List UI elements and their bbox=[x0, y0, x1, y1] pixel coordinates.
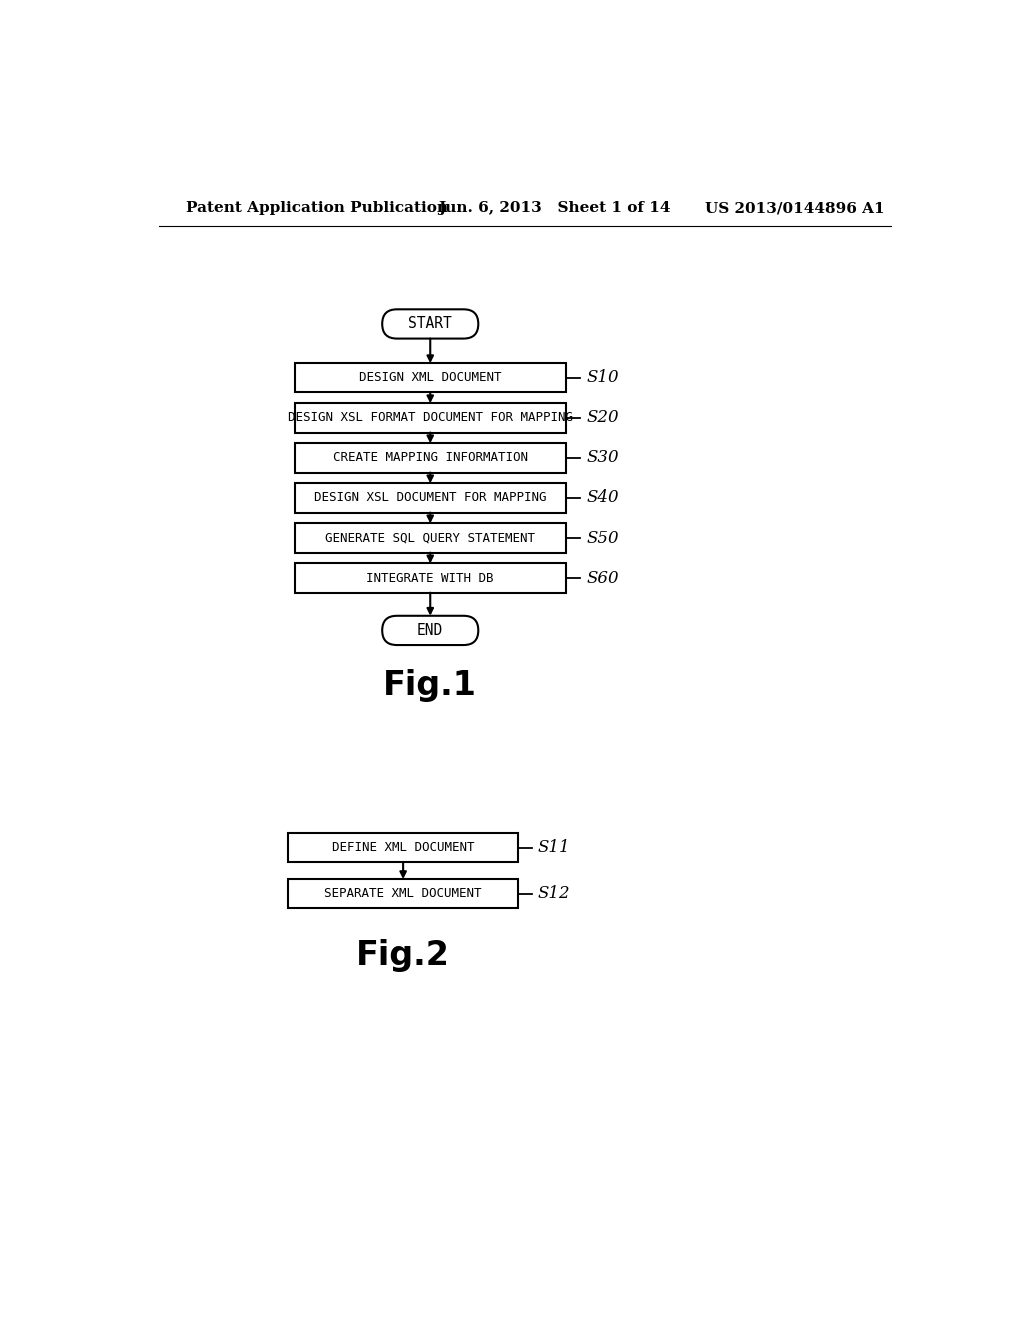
Text: CREATE MAPPING INFORMATION: CREATE MAPPING INFORMATION bbox=[333, 451, 527, 465]
Text: S20: S20 bbox=[586, 409, 618, 426]
FancyBboxPatch shape bbox=[289, 833, 518, 862]
Text: DESIGN XML DOCUMENT: DESIGN XML DOCUMENT bbox=[359, 371, 502, 384]
Text: S60: S60 bbox=[586, 569, 618, 586]
Text: SEPARATE XML DOCUMENT: SEPARATE XML DOCUMENT bbox=[325, 887, 482, 900]
FancyBboxPatch shape bbox=[295, 444, 566, 473]
Text: GENERATE SQL QUERY STATEMENT: GENERATE SQL QUERY STATEMENT bbox=[326, 532, 536, 545]
Text: S12: S12 bbox=[538, 886, 570, 903]
Text: S11: S11 bbox=[538, 840, 570, 857]
Text: DESIGN XSL DOCUMENT FOR MAPPING: DESIGN XSL DOCUMENT FOR MAPPING bbox=[314, 491, 547, 504]
Text: US 2013/0144896 A1: US 2013/0144896 A1 bbox=[706, 202, 885, 215]
Text: Fig.2: Fig.2 bbox=[356, 939, 451, 972]
FancyBboxPatch shape bbox=[295, 524, 566, 553]
Text: Jun. 6, 2013   Sheet 1 of 14: Jun. 6, 2013 Sheet 1 of 14 bbox=[438, 202, 671, 215]
Text: START: START bbox=[409, 317, 453, 331]
FancyBboxPatch shape bbox=[295, 363, 566, 392]
Text: S30: S30 bbox=[586, 449, 618, 466]
FancyBboxPatch shape bbox=[289, 879, 518, 908]
Text: INTEGRATE WITH DB: INTEGRATE WITH DB bbox=[367, 572, 494, 585]
FancyBboxPatch shape bbox=[295, 404, 566, 433]
Text: Fig.1: Fig.1 bbox=[383, 669, 477, 702]
FancyBboxPatch shape bbox=[295, 564, 566, 593]
FancyBboxPatch shape bbox=[295, 483, 566, 512]
Text: DEFINE XML DOCUMENT: DEFINE XML DOCUMENT bbox=[332, 841, 474, 854]
Text: END: END bbox=[417, 623, 443, 638]
Text: S50: S50 bbox=[586, 529, 618, 546]
Text: DESIGN XSL FORMAT DOCUMENT FOR MAPPING: DESIGN XSL FORMAT DOCUMENT FOR MAPPING bbox=[288, 412, 572, 425]
Text: Patent Application Publication: Patent Application Publication bbox=[186, 202, 449, 215]
FancyBboxPatch shape bbox=[382, 615, 478, 645]
Text: S40: S40 bbox=[586, 490, 618, 507]
FancyBboxPatch shape bbox=[382, 309, 478, 339]
Text: S10: S10 bbox=[586, 370, 618, 387]
